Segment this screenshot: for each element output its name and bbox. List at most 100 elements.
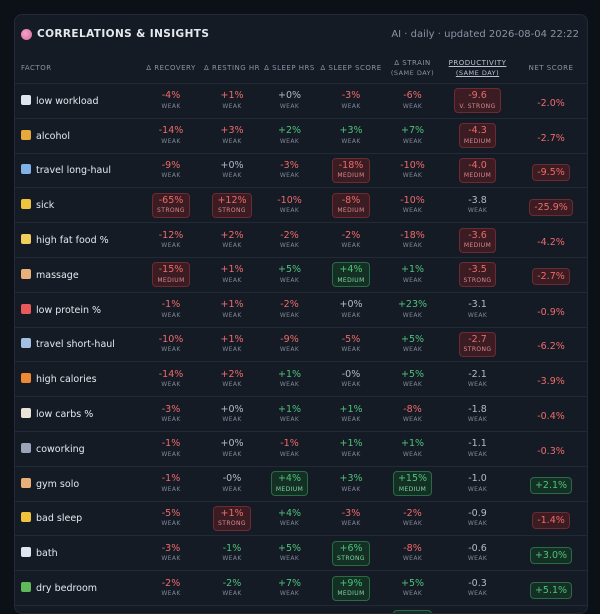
strength-label: WEAK <box>468 382 487 389</box>
strength-label: WEAK <box>161 487 180 494</box>
strength-label: WEAK <box>468 487 487 494</box>
metric-value-badge: -1%WEAK <box>157 298 184 321</box>
metric-value: -4.0 <box>464 161 491 171</box>
factor-name: low protein % <box>36 305 101 316</box>
table-row[interactable]: sick-65%STRONG+12%STRONG-10%WEAK-8%MEDIU… <box>15 188 587 223</box>
metric-value-badge: -5%WEAK <box>337 333 364 356</box>
strength-label: WEAK <box>220 104 243 111</box>
table-row[interactable]: travel short-haul-10%WEAK+1%WEAK-9%WEAK-… <box>15 327 587 362</box>
factor-cell: coworking <box>15 431 140 466</box>
metric-value-badge: +1%WEAK <box>335 403 366 426</box>
table-row[interactable]: low carbs %-3%WEAK+0%WEAK+1%WEAK+1%WEAK-… <box>15 397 587 432</box>
metric-value-badge: +53%STRONG <box>393 610 432 614</box>
factor-cell: dry bedroom <box>15 571 140 606</box>
column-header-resting-hr[interactable]: Δ RESTING HR <box>202 53 262 84</box>
metric-value-badge: +0%WEAK <box>335 298 366 321</box>
strength-label: WEAK <box>401 347 424 354</box>
metric-value-badge: +7%WEAK <box>274 577 305 600</box>
strength-label: WEAK <box>220 382 243 389</box>
net-score-value: -0.9% <box>533 305 569 320</box>
net-score-cell: -0.9% <box>515 292 587 327</box>
factor-name: gym solo <box>36 479 79 490</box>
table-row[interactable]: bad sleep-5%WEAK+1%STRONG+4%WEAK-3%WEAK-… <box>15 501 587 536</box>
column-label: Δ SLEEP SCORE <box>320 64 381 72</box>
strength-label: WEAK <box>159 347 184 354</box>
strength-label: STRONG <box>464 347 492 354</box>
metric-cell-strain: +7%WEAK <box>385 118 440 153</box>
column-label: FACTOR <box>21 64 52 72</box>
table-row[interactable]: bath-3%WEAK-1%WEAK+5%WEAK+6%STRONG-8%WEA… <box>15 536 587 571</box>
metric-cell-resting-hr: +0%WEAK <box>202 397 262 432</box>
strength-label: WEAK <box>278 278 301 285</box>
metric-value-badge: +1%WEAK <box>216 89 247 112</box>
metric-value: -2.1 <box>468 370 487 380</box>
metric-cell-resting-hr: +0%WEAK <box>202 431 262 466</box>
metric-value: -1% <box>222 544 241 554</box>
metric-value: -1.0 <box>468 474 487 484</box>
strength-label: WEAK <box>220 173 243 180</box>
column-header-sleep-hrs[interactable]: Δ SLEEP HRS <box>262 53 317 84</box>
laptop-icon <box>21 443 31 453</box>
strength-label: WEAK <box>401 452 424 459</box>
metric-value-badge: +7%WEAK <box>397 124 428 147</box>
table-row[interactable]: gym solo-1%WEAK-0%WEAK+4%MEDIUM+3%WEAK+1… <box>15 466 587 501</box>
metric-value-badge: -14%WEAK <box>155 124 188 147</box>
column-header-recovery[interactable]: Δ RECOVERY <box>140 53 202 84</box>
metric-value-badge: +3%WEAK <box>216 124 247 147</box>
column-header-net-score[interactable]: NET SCORE <box>515 53 587 84</box>
metric-value-badge: -2%WEAK <box>218 577 245 600</box>
metric-cell-recovery: -5%WEAK <box>140 501 202 536</box>
metric-value: -8% <box>403 544 422 554</box>
table-row[interactable]: low workload-4%WEAK+1%WEAK+0%WEAK-3%WEAK… <box>15 84 587 119</box>
strength-label: MEDIUM <box>276 487 303 494</box>
metric-cell-sleep-hrs: +4%MEDIUM <box>262 466 317 501</box>
metric-value-badge: -3%WEAK <box>337 89 364 112</box>
metric-cell-sleep-hrs: -2%WEAK <box>262 223 317 258</box>
table-row[interactable]: high calories-14%WEAK+2%WEAK+1%WEAK-0%WE… <box>15 362 587 397</box>
metric-cell-resting-hr: +2%WEAK <box>202 223 262 258</box>
metric-value-badge: -3%WEAK <box>276 159 303 182</box>
strength-label: WEAK <box>403 556 422 563</box>
table-row[interactable]: massage-15%MEDIUM+1%WEAK+5%WEAK+4%MEDIUM… <box>15 257 587 292</box>
table-row[interactable]: dry bedroom-2%WEAK-2%WEAK+7%WEAK+9%MEDIU… <box>15 571 587 606</box>
column-sublabel: (SAME DAY) <box>385 69 440 77</box>
column-header-factor[interactable]: FACTOR <box>15 53 140 84</box>
update-meta: AI · daily · updated 2026-08-04 22:22 <box>391 29 579 40</box>
factor-name: low carbs % <box>36 409 93 420</box>
table-row[interactable]: alcohol-14%WEAK+3%WEAK+2%WEAK+3%WEAK+7%W… <box>15 118 587 153</box>
strength-label: WEAK <box>398 313 427 320</box>
strength-label: WEAK <box>341 104 360 111</box>
column-header-sleep-score[interactable]: Δ SLEEP SCORE <box>317 53 385 84</box>
metric-value: -2% <box>341 231 360 241</box>
table-row[interactable]: low protein %-1%WEAK+1%WEAK-2%WEAK+0%WEA… <box>15 292 587 327</box>
table-row[interactable]: travel long-haul-9%WEAK+0%WEAK-3%WEAK-18… <box>15 153 587 188</box>
factor-name: low workload <box>36 96 99 107</box>
metric-cell-strain: +5%WEAK <box>385 362 440 397</box>
metric-value-badge: -2%WEAK <box>276 298 303 321</box>
strength-label: WEAK <box>468 417 487 424</box>
metric-value: +1% <box>401 265 424 275</box>
metric-value: +0% <box>220 161 243 171</box>
metric-cell-sleep-score: +1%WEAK <box>317 431 385 466</box>
metric-value: +5% <box>401 370 424 380</box>
panel-header: CORRELATIONS & INSIGHTS AI · daily · upd… <box>15 15 587 53</box>
column-label: Δ RECOVERY <box>146 64 195 72</box>
column-header-strain[interactable]: Δ STRAIN(SAME DAY) <box>385 53 440 84</box>
metric-value: +7% <box>401 126 424 136</box>
strength-label: WEAK <box>468 591 487 598</box>
metric-cell-sleep-score: -2%WEAK <box>317 223 385 258</box>
table-row[interactable]: high fat food %-12%WEAK+2%WEAK-2%WEAK-2%… <box>15 223 587 258</box>
metric-value: +2% <box>278 126 301 136</box>
metric-cell-recovery: -65%STRONG <box>140 188 202 223</box>
metric-value-badge: -2%WEAK <box>337 229 364 252</box>
strength-label: WEAK <box>468 313 487 320</box>
table-row[interactable]: coworking-1%WEAK+0%WEAK-1%WEAK+1%WEAK+1%… <box>15 431 587 466</box>
column-header-productivity[interactable]: PRODUCTIVITY(SAME DAY) <box>440 53 515 84</box>
metric-value-badge: +23%WEAK <box>394 298 431 321</box>
strength-label: WEAK <box>278 139 301 146</box>
